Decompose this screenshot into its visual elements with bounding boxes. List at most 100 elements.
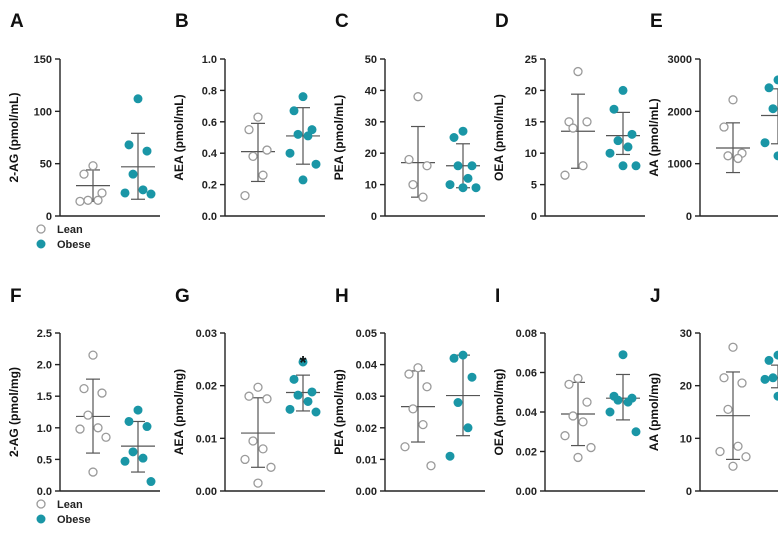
obese-point — [613, 395, 623, 405]
legend: Lean Obese — [36, 499, 91, 526]
lean-point — [719, 122, 729, 132]
obese-point — [285, 148, 295, 158]
y-axis-title: AA (pmol/mL) — [647, 98, 661, 176]
y-tick-label: 30 — [365, 117, 377, 129]
panel-letter: I — [495, 286, 500, 307]
obese-point — [124, 140, 134, 150]
obese-point — [623, 397, 633, 407]
lean-point — [93, 195, 103, 205]
lean-point — [97, 188, 107, 198]
obese-point — [146, 189, 156, 199]
y-axis-title: OEA (pmol/mL) — [492, 94, 506, 181]
obese-point — [146, 477, 156, 487]
lean-point — [266, 462, 276, 472]
y-tick-label: 1.0 — [37, 423, 52, 435]
y-tick-label: 25 — [525, 54, 537, 66]
y-tick-label: 0.0 — [202, 211, 217, 223]
lean-point — [258, 444, 268, 454]
obese-point — [760, 374, 770, 384]
obese-point — [764, 355, 774, 365]
lean-point — [728, 461, 738, 471]
obese-point — [467, 372, 477, 382]
obese-point — [773, 151, 778, 161]
obese-point — [768, 373, 778, 383]
obese-point — [449, 353, 459, 363]
y-tick-label: 3000 — [668, 54, 692, 66]
y-tick-label: 0.04 — [356, 360, 378, 372]
legend-lean-marker — [36, 224, 46, 234]
lean-point — [426, 461, 436, 471]
lean-point — [560, 431, 570, 441]
obese-point — [120, 456, 130, 466]
lean-point — [97, 388, 107, 398]
y-tick-label: 0.4 — [202, 148, 218, 160]
y-tick-label: 0.05 — [356, 328, 377, 340]
y-tick-label: 50 — [365, 54, 377, 66]
lean-point — [564, 379, 574, 390]
lean-point — [400, 442, 410, 452]
panel-i: I 0.00 0.02 0.04 0.06 0.08 OEA (pmol/mg) — [492, 286, 645, 498]
obese-point — [463, 423, 473, 433]
lean-point — [404, 369, 414, 379]
lean-point — [262, 394, 272, 404]
obese-point — [138, 453, 148, 463]
lean-point — [582, 397, 592, 407]
y-tick-label: 0.6 — [202, 117, 217, 129]
lean-point — [408, 179, 418, 190]
panel-letter: F — [10, 286, 22, 307]
panel-h: H 0.00 0.01 0.02 0.03 0.04 0.05 PEA (pmol/mg) — [332, 286, 485, 498]
lean-point — [83, 195, 93, 205]
lean-point — [568, 123, 578, 133]
lean-point — [733, 153, 743, 164]
y-axis-title: 2-AG (pmol/mL) — [7, 93, 21, 183]
y-tick-label: 15 — [525, 117, 537, 129]
lean-point — [573, 66, 583, 77]
obese-point — [289, 106, 299, 116]
lean-point — [253, 112, 263, 122]
obese-point — [458, 126, 468, 136]
y-tick-label: 0.06 — [516, 368, 537, 380]
y-tick-label: 10 — [525, 148, 537, 160]
y-tick-label: 2000 — [668, 106, 692, 118]
lean-point — [560, 170, 570, 180]
obese-point — [471, 183, 481, 193]
lean-point — [578, 417, 588, 427]
obese-point — [453, 398, 463, 408]
lean-point — [741, 452, 751, 462]
y-tick-label: 50 — [40, 159, 52, 171]
obese-point — [613, 136, 623, 146]
obese-point — [124, 416, 134, 426]
lean-point — [422, 161, 432, 171]
obese-point — [142, 422, 152, 432]
y-tick-label: 150 — [34, 54, 52, 66]
lean-point — [728, 95, 738, 105]
legend-obese-label: Obese — [57, 239, 91, 251]
lean-point — [573, 452, 583, 463]
y-tick-label: 0.02 — [516, 447, 537, 459]
obese-point — [293, 129, 303, 139]
panel-letter: B — [175, 11, 189, 32]
y-axis-title: 2-AG (pmol/mg) — [7, 367, 21, 457]
lean-point — [88, 350, 98, 360]
y-tick-label: 0.0 — [37, 486, 52, 498]
lean-point — [262, 145, 272, 155]
lean-point — [258, 170, 268, 180]
y-tick-label: 20 — [365, 148, 377, 160]
obese-point — [773, 350, 778, 360]
y-tick-label: 0 — [531, 211, 537, 223]
panel-c: C 0 10 20 30 40 50 PEA (pmol/mL) — [332, 11, 485, 223]
obese-point — [445, 451, 455, 461]
lean-point — [253, 382, 263, 392]
lean-point — [418, 192, 428, 202]
obese-point — [128, 169, 138, 179]
y-tick-label: 10 — [365, 180, 377, 192]
y-axis-title: PEA (pmol/mL) — [332, 95, 346, 181]
panel-b: B 0.0 0.2 0.4 0.6 0.8 1.0 AEA (pmol/mL) — [172, 11, 325, 223]
obese-point — [449, 133, 459, 142]
lean-point — [240, 190, 250, 201]
panel-letter: A — [10, 11, 24, 32]
legend-obese-label: Obese — [57, 514, 91, 526]
y-tick-label: 0.02 — [196, 381, 217, 393]
y-tick-label: 10 — [680, 433, 692, 445]
